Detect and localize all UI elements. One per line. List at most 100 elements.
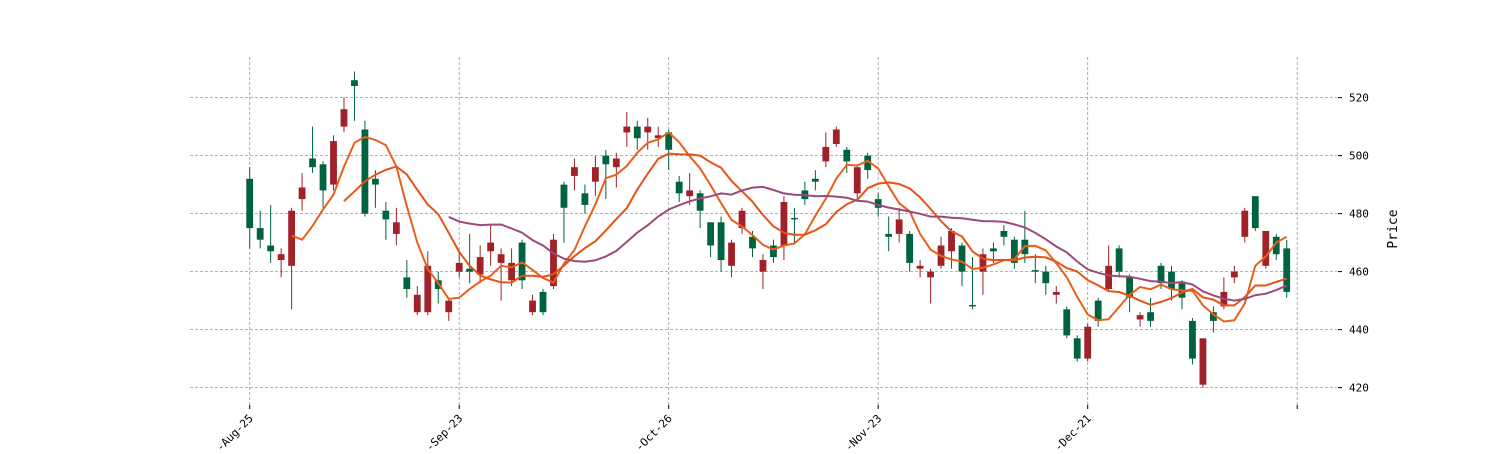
candle-body xyxy=(1251,196,1259,229)
candle-body xyxy=(1136,315,1144,320)
moving-average xyxy=(291,131,1288,323)
candle-body xyxy=(424,265,432,313)
candle-body xyxy=(623,126,631,133)
candle-body xyxy=(979,254,987,272)
candle-body xyxy=(560,184,568,208)
candle-body xyxy=(1084,326,1092,359)
candle-body xyxy=(392,222,400,234)
candle-body xyxy=(654,135,662,139)
y-axis-label: Price xyxy=(1386,209,1401,248)
candle-body xyxy=(874,199,882,208)
candle-body xyxy=(413,294,421,313)
candle-body xyxy=(550,239,557,287)
candle-body xyxy=(958,245,966,272)
candle-body xyxy=(759,260,767,272)
candle-body xyxy=(728,242,735,266)
moving-average xyxy=(448,185,1288,302)
candle-body xyxy=(1126,277,1134,298)
candle-body xyxy=(1073,338,1081,359)
candle-body xyxy=(948,231,955,252)
candle-body xyxy=(246,178,254,229)
candle-body xyxy=(445,300,453,313)
candle-body xyxy=(811,178,819,182)
y-tick-label: 460 xyxy=(1349,266,1369,279)
candle-body xyxy=(1209,312,1217,321)
candle-body xyxy=(351,80,358,86)
candle-body xyxy=(1283,248,1291,292)
moving-average xyxy=(343,152,1288,307)
candle-body xyxy=(539,291,547,313)
candle-body xyxy=(256,228,264,240)
candle-body xyxy=(864,155,872,171)
x-tick-label: -Sep-23 xyxy=(423,412,465,450)
candle-body xyxy=(382,210,390,220)
candle-body xyxy=(1105,265,1113,289)
candle-body xyxy=(696,193,704,211)
candle-body xyxy=(267,245,275,252)
candle-body xyxy=(455,262,463,272)
candle-body xyxy=(466,268,474,272)
candle-body xyxy=(990,248,997,252)
y-tick-label: 480 xyxy=(1349,208,1369,221)
candle-body xyxy=(309,158,316,168)
y-tick-label: 420 xyxy=(1349,382,1369,395)
candle-body xyxy=(1042,271,1050,284)
candle-body xyxy=(571,167,578,176)
candle-body xyxy=(1010,239,1018,263)
x-tick-label: -Nov-23 xyxy=(842,412,884,450)
candle-body xyxy=(277,254,285,260)
candle-body xyxy=(1157,265,1165,284)
candle-body xyxy=(969,304,976,307)
candle-body xyxy=(1189,320,1196,359)
candle-body xyxy=(372,178,379,185)
candle-body xyxy=(916,265,924,269)
y-tick-label: 520 xyxy=(1349,92,1369,105)
candle-body xyxy=(738,210,746,229)
candle-body xyxy=(853,167,861,194)
y-tick-label: 440 xyxy=(1349,324,1369,337)
x-tick-label: -Oct-26 xyxy=(633,412,675,450)
x-tick-label: -Dec-21 xyxy=(1052,412,1094,450)
candle-body xyxy=(403,277,411,289)
candle-body xyxy=(581,193,589,205)
candle-body xyxy=(832,129,840,144)
candle-body xyxy=(361,129,369,214)
candle-body xyxy=(1094,300,1102,321)
candle-body xyxy=(1052,291,1060,295)
candle-body xyxy=(591,167,599,182)
candle-body xyxy=(1199,338,1207,385)
candle-body xyxy=(633,126,641,139)
candle-body xyxy=(686,190,694,197)
candle-body xyxy=(497,254,505,263)
candle-body xyxy=(906,233,914,263)
candle-body xyxy=(330,141,337,185)
candle-body xyxy=(1063,309,1071,336)
candle-body xyxy=(602,155,610,165)
candle-body xyxy=(1241,210,1249,237)
candle-body xyxy=(1000,231,1008,237)
candle-body xyxy=(885,233,893,237)
candle-body xyxy=(749,236,756,249)
candle-body xyxy=(707,222,715,246)
candle-body xyxy=(644,126,652,133)
x-tick-label: -Aug-25 xyxy=(214,412,256,450)
candle-body xyxy=(298,187,306,200)
candle-body xyxy=(1168,271,1175,289)
candle-body xyxy=(1230,271,1238,278)
candle-body xyxy=(780,202,788,246)
candle-body xyxy=(843,149,851,162)
candle-body xyxy=(319,164,327,191)
candle-body xyxy=(487,242,495,252)
candle-body xyxy=(1262,231,1270,266)
candle-body xyxy=(717,222,725,260)
candle-body xyxy=(1115,248,1123,272)
candle-body xyxy=(1272,236,1280,255)
candle-body xyxy=(675,181,683,194)
candle-body xyxy=(927,271,934,278)
candle-body xyxy=(508,262,515,281)
candle-body xyxy=(340,109,348,127)
candle-body xyxy=(1031,270,1039,272)
candle-body xyxy=(529,300,536,313)
candle-body xyxy=(612,158,620,168)
